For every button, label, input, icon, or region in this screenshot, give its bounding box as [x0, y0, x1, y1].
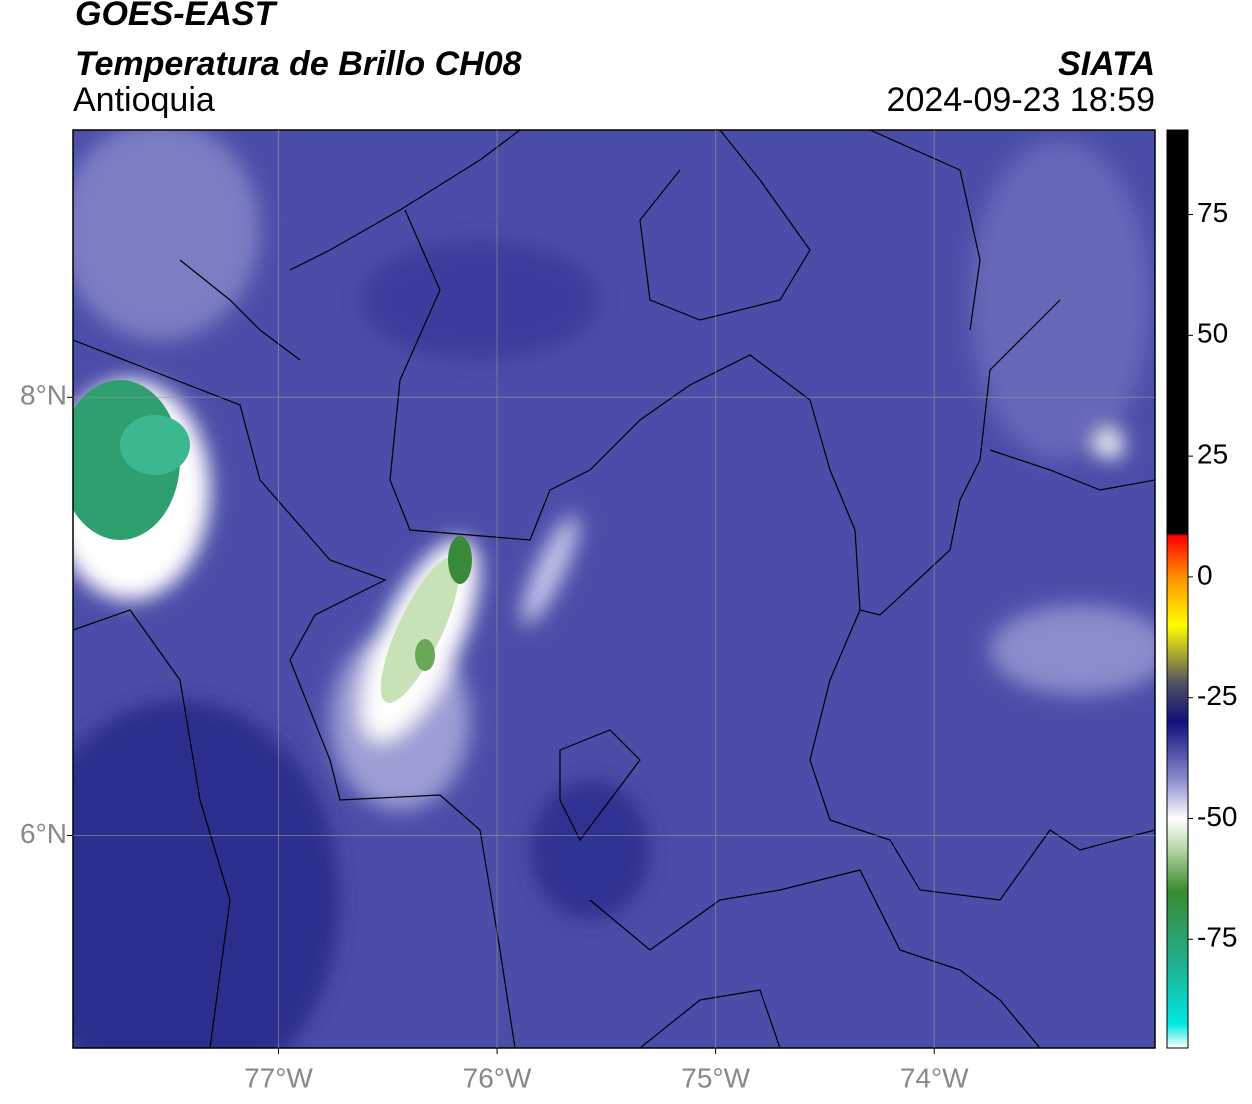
datetime: 2024-09-23 18:59: [887, 81, 1155, 119]
colorbar-tick-label: 0: [1197, 559, 1213, 590]
colorbar-tick-label: -50: [1197, 801, 1237, 832]
x-tick-label: 74°W: [900, 1062, 969, 1093]
region: Antioquia: [73, 81, 215, 119]
map-frame: [72, 129, 1156, 1049]
colorbar-tick-label: 25: [1197, 439, 1228, 470]
source: SIATA: [1058, 45, 1155, 83]
y-tick-label: 6°N: [20, 818, 67, 849]
map-image: [73, 130, 1155, 1048]
x-tick-label: 77°W: [244, 1062, 313, 1093]
colorbar-tick-label: 75: [1197, 197, 1228, 228]
x-tick-label: 75°W: [681, 1062, 750, 1093]
title: GOES-EAST: [75, 0, 278, 33]
x-tick-label: 76°W: [463, 1062, 532, 1093]
colorbar-tick-label: -75: [1197, 922, 1237, 953]
y-tick-label: 8°N: [20, 380, 67, 411]
subtitle: Temperatura de Brillo CH08: [75, 45, 522, 83]
colorbar-tick-label: 50: [1197, 318, 1228, 349]
colorbar-tick-label: -25: [1197, 680, 1237, 711]
colorbar: [1166, 129, 1189, 1049]
